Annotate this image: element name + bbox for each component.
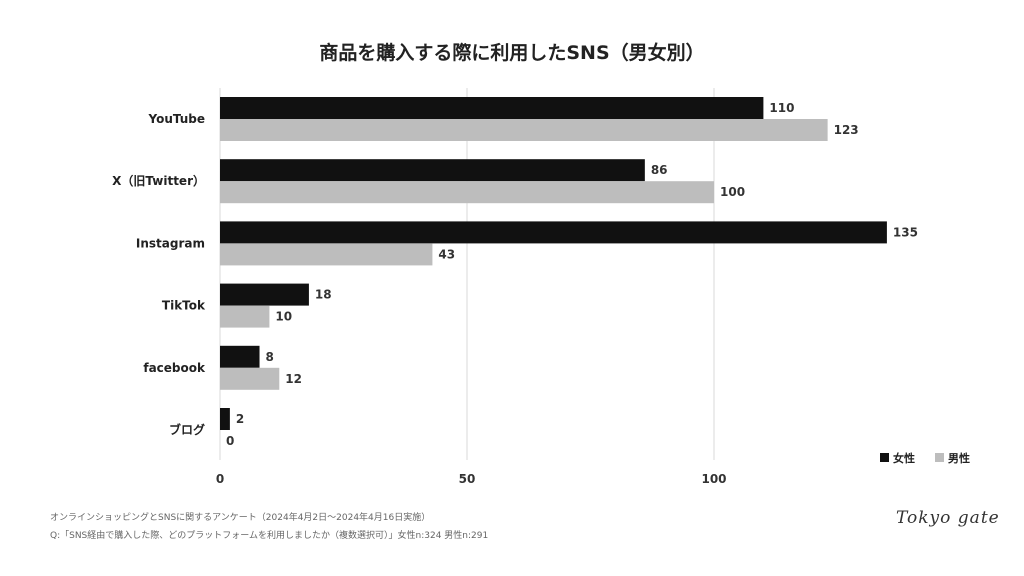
data-label: 100 <box>720 185 745 199</box>
bar-male <box>220 305 270 328</box>
data-label: 8 <box>266 350 274 364</box>
survey-question: Q:「SNS経由で購入した際、どのプラットフォームを利用しましたか（複数選択可）… <box>50 531 489 541</box>
bar-male <box>220 181 714 204</box>
data-label: 18 <box>315 288 332 302</box>
legend-label: 男性 <box>948 451 970 465</box>
x-tick-label: 0 <box>216 472 224 486</box>
category-label: facebook <box>143 361 206 375</box>
chart-title: 商品を購入する際に利用したSNS（男女別） <box>319 42 705 64</box>
bar-female <box>220 97 764 119</box>
data-label: 123 <box>834 123 859 137</box>
bar-female <box>220 159 645 182</box>
bar-male <box>220 119 828 141</box>
data-label: 2 <box>236 412 244 426</box>
category-label: YouTube <box>147 112 205 126</box>
tokyo-gate-logo: Tokyo gate <box>896 508 1000 528</box>
bar-male <box>220 367 280 390</box>
data-label: 12 <box>285 372 302 386</box>
bar-male <box>220 243 433 266</box>
data-label: 0 <box>226 434 234 448</box>
bar-female <box>220 283 309 306</box>
category-label: TikTok <box>162 299 206 313</box>
data-label: 135 <box>893 225 918 239</box>
legend-label: 女性 <box>893 451 915 465</box>
x-tick-label: 50 <box>459 472 476 486</box>
bar-female <box>220 345 260 368</box>
data-label: 10 <box>275 310 292 324</box>
category-label: ブログ <box>169 422 205 437</box>
bar-female <box>220 221 887 244</box>
legend-swatch <box>935 453 944 462</box>
bar-female <box>220 408 230 430</box>
data-label: 43 <box>438 247 455 261</box>
data-label: 86 <box>651 163 668 177</box>
x-tick-label: 100 <box>701 472 726 486</box>
category-label: Instagram <box>136 236 205 250</box>
category-label: X（旧Twitter） <box>112 173 205 188</box>
legend-swatch <box>880 453 889 462</box>
data-label: 110 <box>769 101 794 115</box>
survey-source: オンラインショッピングとSNSに関するアンケート（2024年4月2日〜2024年… <box>50 513 431 523</box>
